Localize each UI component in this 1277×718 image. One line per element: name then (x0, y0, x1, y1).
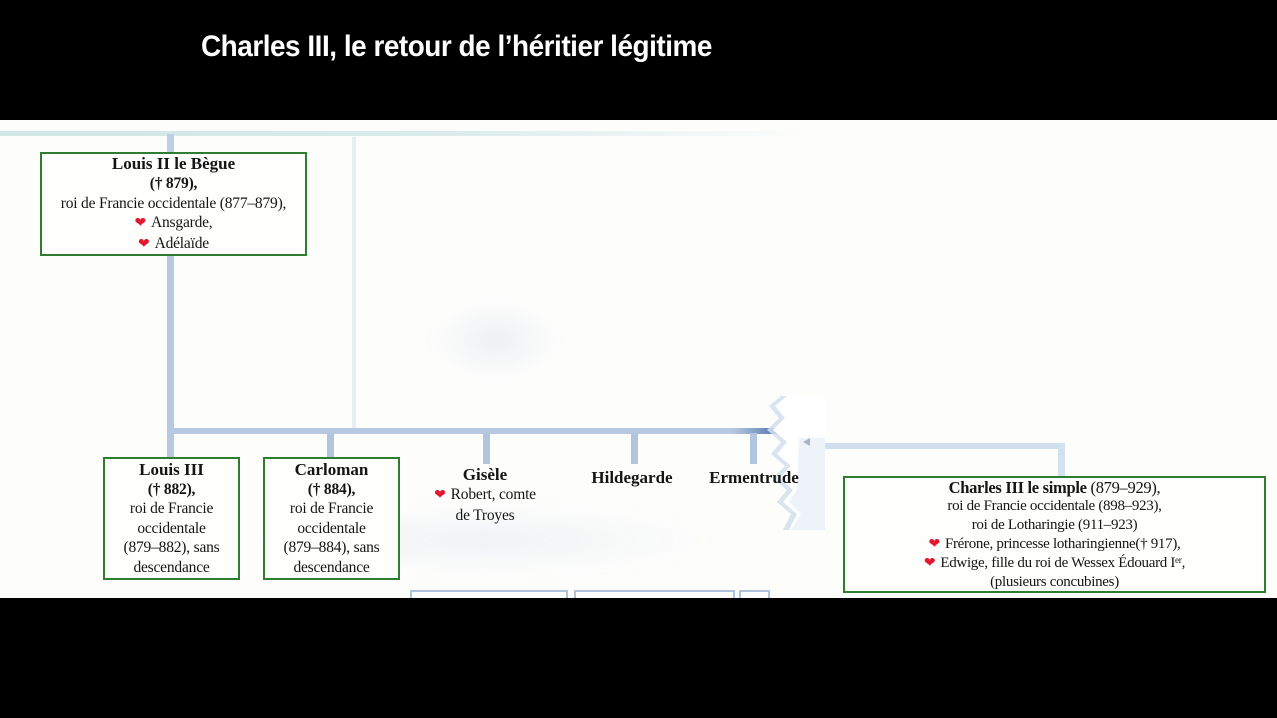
connector-carloman (327, 433, 334, 458)
siblings-line-dark-end (733, 428, 803, 434)
ancestor-box-louis2: Louis II le Bègue († 879), roi de Franci… (40, 152, 307, 256)
spouse-line: ❤ Ansgarde, (134, 213, 212, 234)
person-name: Ermentrude (709, 468, 799, 487)
person-title: roi de Lotharingie (911–923) (971, 516, 1138, 533)
person-title: roi de Francie (129, 500, 214, 517)
scan-ghost-line (352, 137, 356, 431)
spouse-name: Adélaïde (154, 234, 210, 252)
person-name: Louis II le Bègue (111, 154, 236, 173)
child-label-gisele: Gisèle ❤ Robert, comte de Troyes (385, 465, 585, 525)
person-name: Charles III le simple (948, 477, 1087, 497)
person-name: Louis III (139, 460, 204, 479)
torn-paper-edge (767, 396, 825, 530)
person-title: descendance (133, 558, 210, 576)
death-date: († 882), (147, 480, 196, 498)
death-date: († 884), (307, 480, 356, 498)
connector-louis2-to-children (167, 255, 174, 459)
child-label-ermentrude: Ermentrude (693, 468, 815, 488)
person-title: (879–884), sans (283, 539, 380, 556)
heart-icon: ❤ (434, 487, 446, 503)
child-box-carloman: Carloman († 884), roi de Francie occiden… (263, 457, 400, 580)
child-label-hildegarde: Hildegarde (572, 468, 692, 488)
person-name: Hildegarde (591, 468, 673, 487)
top-letterbox-band: Charles III, le retour de l’héritier lég… (0, 0, 1277, 120)
connector-charles3-horizontal (814, 443, 1065, 449)
child-box-louis3: Louis III († 882), roi de Francie occide… (103, 457, 240, 580)
connector-hildegarde (631, 433, 638, 464)
person-title: roi de Francie occidentale (898–923), (947, 497, 1162, 514)
person-title: (879–882), sans (123, 539, 220, 556)
child-box-charles3: Charles III le simple (879–929), roi de … (843, 476, 1266, 593)
spouse-line: ❤ Robert, comte (385, 485, 585, 506)
connector-ermentrude (750, 433, 757, 464)
scan-smudge (430, 300, 560, 380)
person-title: occidentale (137, 519, 206, 537)
person-dates: (879–929), (1086, 477, 1161, 497)
heart-icon: ❤ (138, 235, 150, 252)
person-title: roi de Francie (289, 500, 374, 517)
spouse-name: Edwige, fille du roi de Wessex Édouard I… (940, 554, 1186, 571)
concubines-note: (plusieurs concubines) (990, 573, 1119, 590)
spouse-line: ❤ Frérone, princesse lotharingienne(† 917… (929, 535, 1181, 554)
scan-edge-line (0, 131, 810, 136)
spouse-line: ❤ Edwige, fille du roi de Wessex Édouard … (924, 554, 1185, 573)
person-name: Gisèle (462, 465, 508, 484)
slide-title: Charles III, le retour de l’héritier lég… (201, 30, 712, 63)
spouse-name-continued: de Troyes (455, 506, 515, 524)
person-title: descendance (293, 558, 370, 576)
person-name: Carloman (294, 460, 369, 479)
small-chevron-mark (803, 438, 810, 446)
spouse-line: ❤ Adélaïde (138, 234, 209, 255)
connector-charles3-vertical (1058, 443, 1065, 477)
heart-icon: ❤ (928, 535, 941, 552)
spouse-name: Frérone, princesse lotharingienne(† 917)… (944, 535, 1181, 552)
person-title: roi de Francie occidentale (877–879), (60, 194, 287, 212)
bottom-letterbox-band (0, 598, 1277, 718)
death-date: († 879), (149, 175, 198, 192)
siblings-horizontal-line (167, 428, 803, 434)
connector-gisele (483, 433, 490, 464)
heart-icon: ❤ (134, 215, 147, 231)
person-title: occidentale (297, 519, 366, 537)
person-name-line: Charles III le simple (879–929), (949, 478, 1161, 497)
heart-icon: ❤ (923, 554, 936, 571)
spouse-name: Ansgarde, (151, 214, 213, 231)
spouse-name: Robert, comte (450, 486, 536, 503)
connector-above-louis2 (167, 134, 174, 153)
